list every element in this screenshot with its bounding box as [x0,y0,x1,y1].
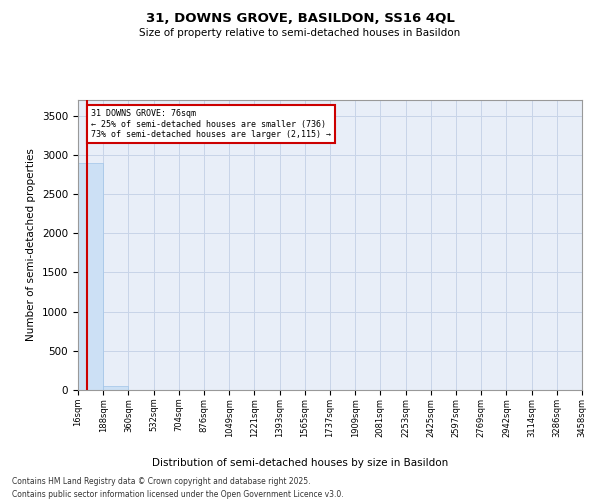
Text: Size of property relative to semi-detached houses in Basildon: Size of property relative to semi-detach… [139,28,461,38]
Text: Contains HM Land Registry data © Crown copyright and database right 2025.: Contains HM Land Registry data © Crown c… [12,478,311,486]
Y-axis label: Number of semi-detached properties: Number of semi-detached properties [26,148,37,342]
Text: Distribution of semi-detached houses by size in Basildon: Distribution of semi-detached houses by … [152,458,448,468]
Bar [78,164,103,390]
Text: 31 DOWNS GROVE: 76sqm
← 25% of semi-detached houses are smaller (736)
73% of sem: 31 DOWNS GROVE: 76sqm ← 25% of semi-deta… [91,110,331,139]
Text: Contains public sector information licensed under the Open Government Licence v3: Contains public sector information licen… [12,490,344,499]
Bar [103,386,128,390]
Text: 31, DOWNS GROVE, BASILDON, SS16 4QL: 31, DOWNS GROVE, BASILDON, SS16 4QL [146,12,454,26]
